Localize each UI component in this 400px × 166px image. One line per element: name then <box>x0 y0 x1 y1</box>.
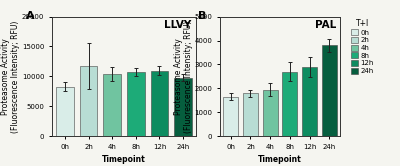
Legend: 0h, 2h, 4h, 8h, 12h, 24h: 0h, 2h, 4h, 8h, 12h, 24h <box>350 18 375 76</box>
Y-axis label: Proteasome Activity
(Fluorescence Intensity; RFU): Proteasome Activity (Fluorescence Intens… <box>174 20 193 132</box>
Bar <box>243 93 258 136</box>
X-axis label: Timepoint: Timepoint <box>258 155 302 164</box>
Bar <box>80 66 98 136</box>
Bar <box>56 86 74 136</box>
Y-axis label: Proteasome Activity
(Fluorescence Intensity; RFU): Proteasome Activity (Fluorescence Intens… <box>1 20 20 132</box>
Text: B: B <box>198 11 207 21</box>
X-axis label: Timepoint: Timepoint <box>102 155 146 164</box>
Bar <box>322 45 336 136</box>
Bar <box>103 74 121 136</box>
Bar <box>263 89 278 136</box>
Bar <box>224 97 238 136</box>
Bar <box>174 78 192 136</box>
Bar <box>302 67 317 136</box>
Text: A: A <box>26 11 35 21</box>
Text: LLVY: LLVY <box>164 20 192 30</box>
Text: PAL: PAL <box>315 20 336 30</box>
Bar <box>282 72 297 136</box>
Bar <box>150 71 168 136</box>
Bar <box>127 72 145 136</box>
